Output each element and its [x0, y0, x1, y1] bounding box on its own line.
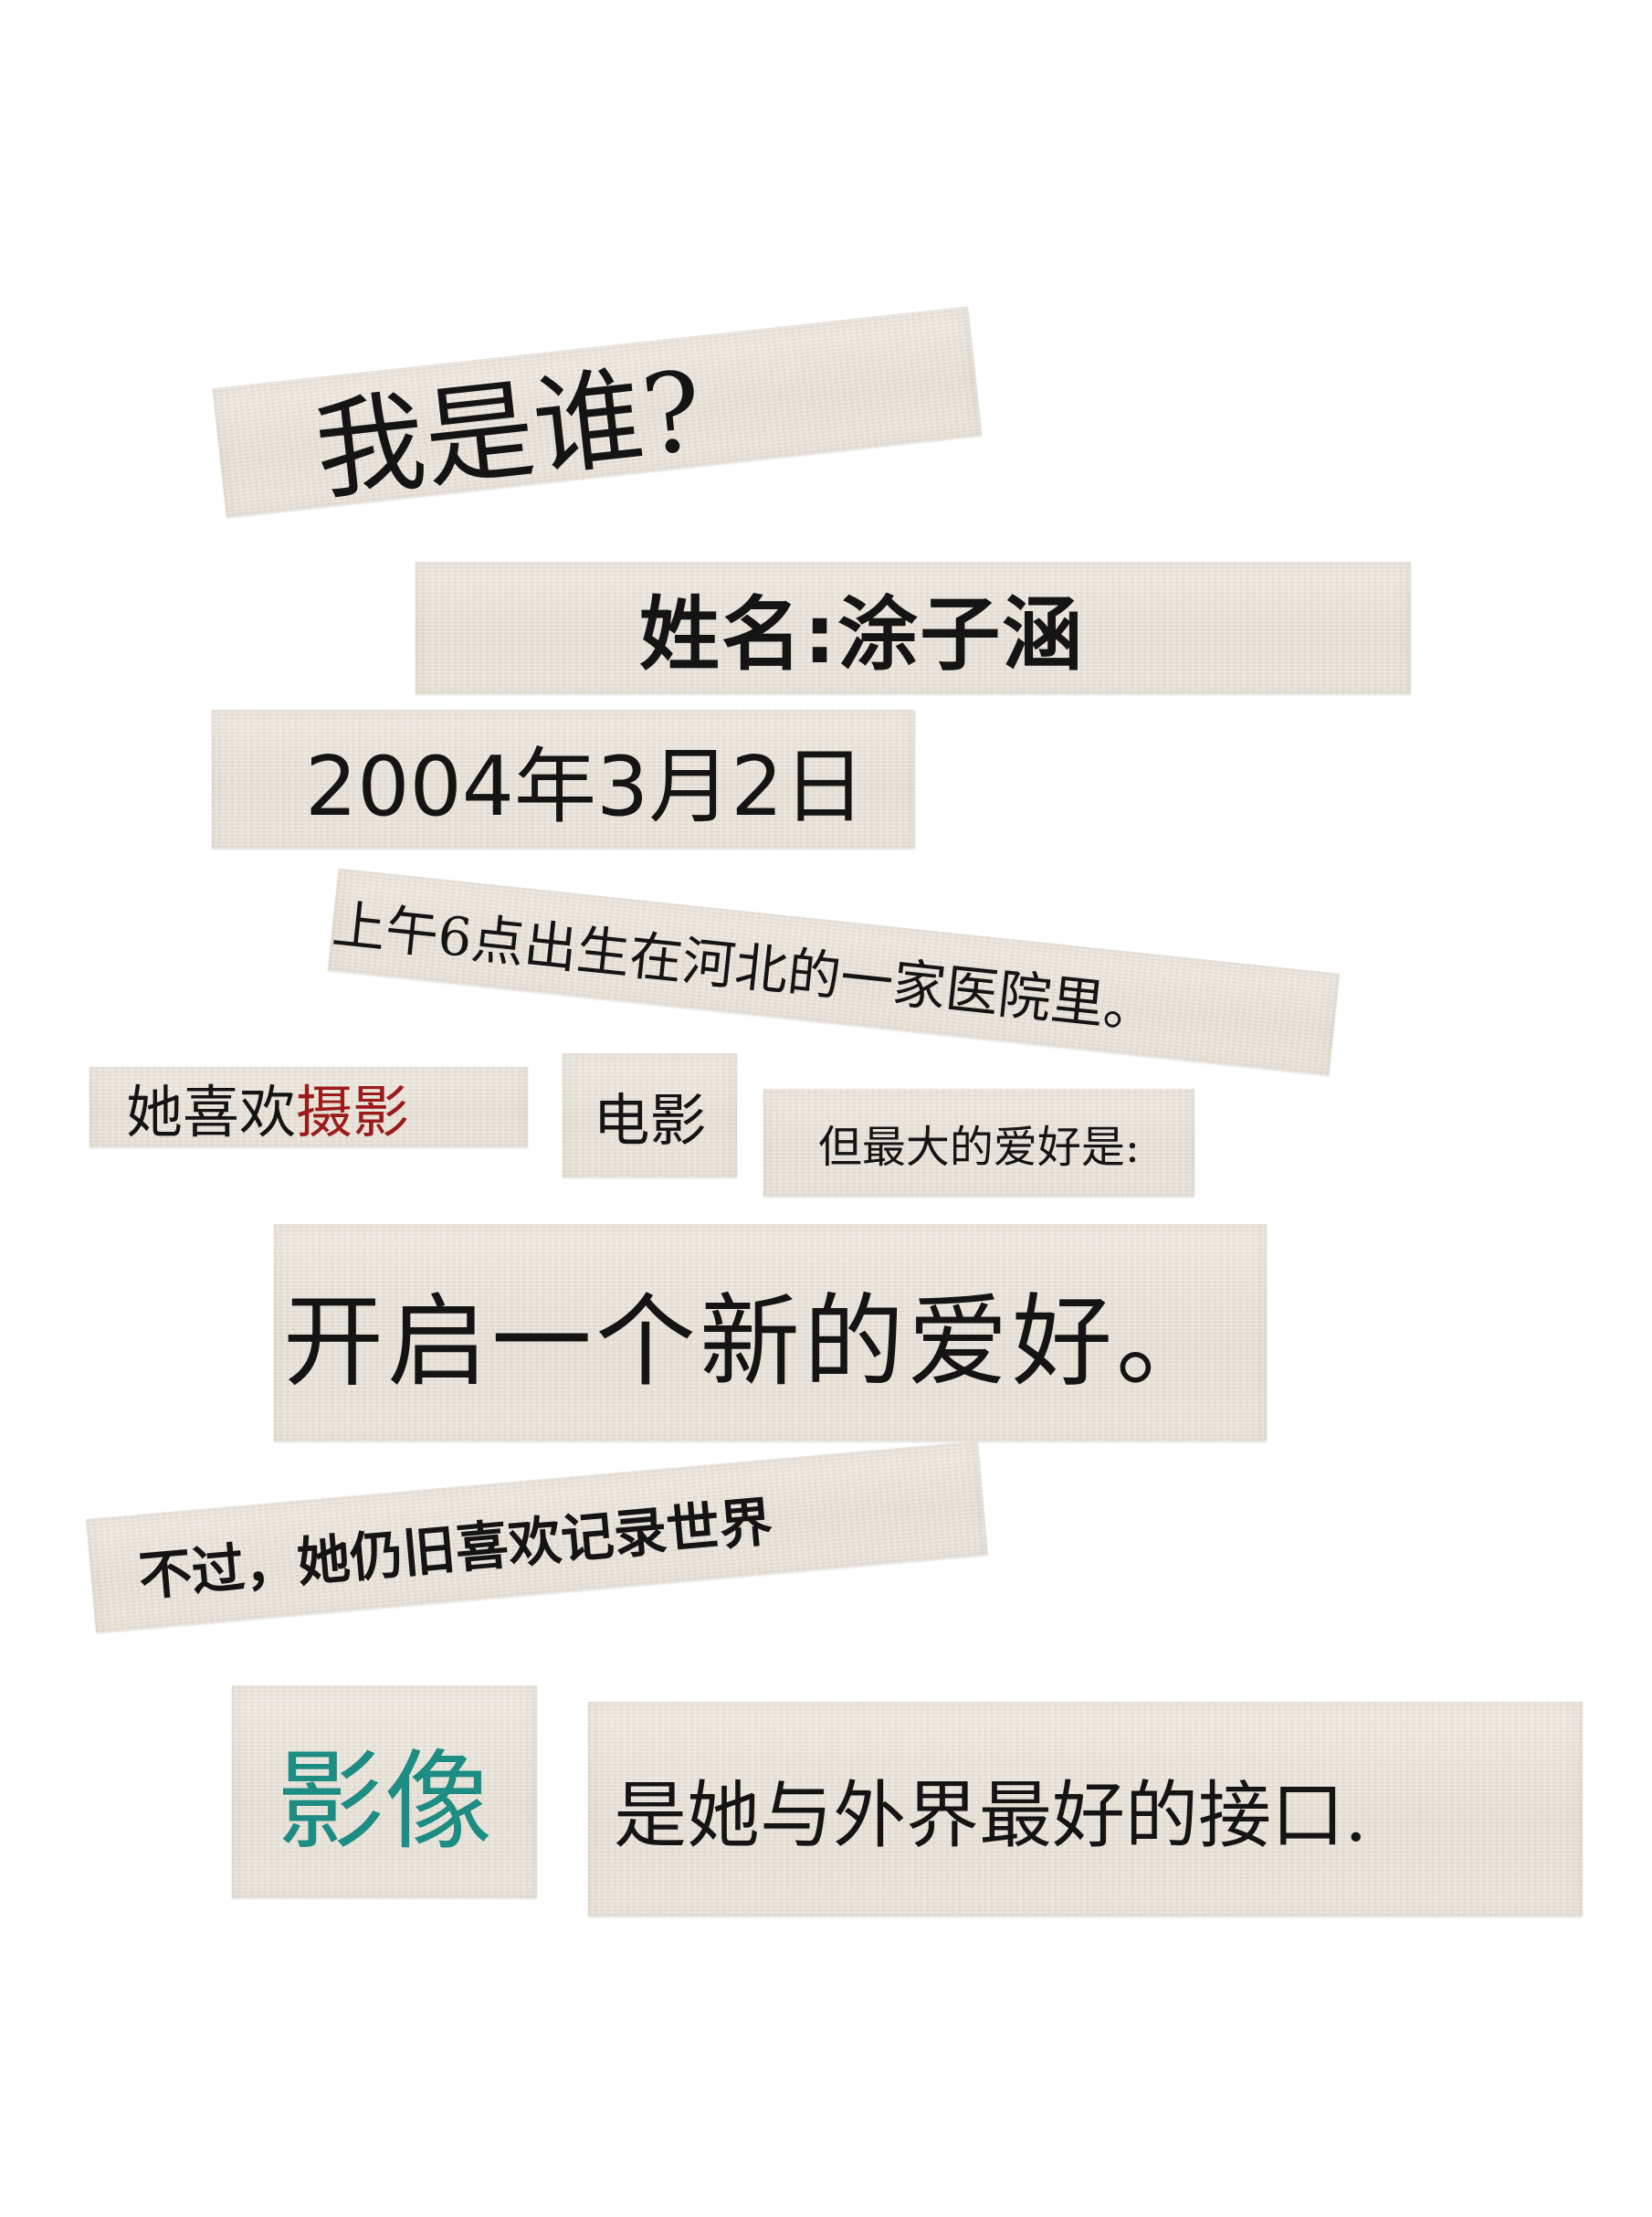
film-text: 电影 — [593, 1087, 707, 1154]
likes-photography-strip: 她喜欢 摄影 — [89, 1067, 528, 1147]
birthplace-strip: 上午6点出生在河北的一家医院里。 — [328, 868, 1340, 1076]
biggest-hobby-strip: 但最大的爱好是: — [763, 1089, 1194, 1197]
birthday-text: 2004年3月2日 — [305, 739, 866, 835]
still-likes-text: 不过，她仍旧喜欢记录世界 — [136, 1490, 775, 1608]
name-text: 姓名:涂子涵 — [639, 587, 1085, 681]
film-strip: 电影 — [563, 1053, 737, 1177]
photography-highlight-text: 摄影 — [296, 1079, 410, 1145]
likes-prefix-text: 她喜欢 — [126, 1079, 297, 1145]
who-am-i-strip: 我是谁? — [212, 306, 983, 518]
image-word-strip: 影像 — [232, 1685, 537, 1898]
interface-strip: 是她与外界最好的接口. — [588, 1702, 1583, 1916]
who-am-i-text: 我是谁? — [309, 348, 709, 517]
biggest-hobby-text: 但最大的爱好是: — [817, 1122, 1141, 1173]
interface-text: 是她与外界最好的接口. — [614, 1772, 1368, 1858]
image-word-text: 影像 — [276, 1738, 492, 1864]
birthplace-text: 上午6点出生在河北的一家医院里。 — [329, 892, 1160, 1041]
new-hobby-text: 开启一个新的爱好。 — [283, 1283, 1220, 1400]
birthday-strip: 2004年3月2日 — [212, 710, 915, 849]
name-strip: 姓名:涂子涵 — [416, 562, 1411, 694]
still-likes-strip: 不过，她仍旧喜欢记录世界 — [86, 1441, 988, 1633]
new-hobby-strip: 开启一个新的爱好。 — [274, 1224, 1267, 1441]
